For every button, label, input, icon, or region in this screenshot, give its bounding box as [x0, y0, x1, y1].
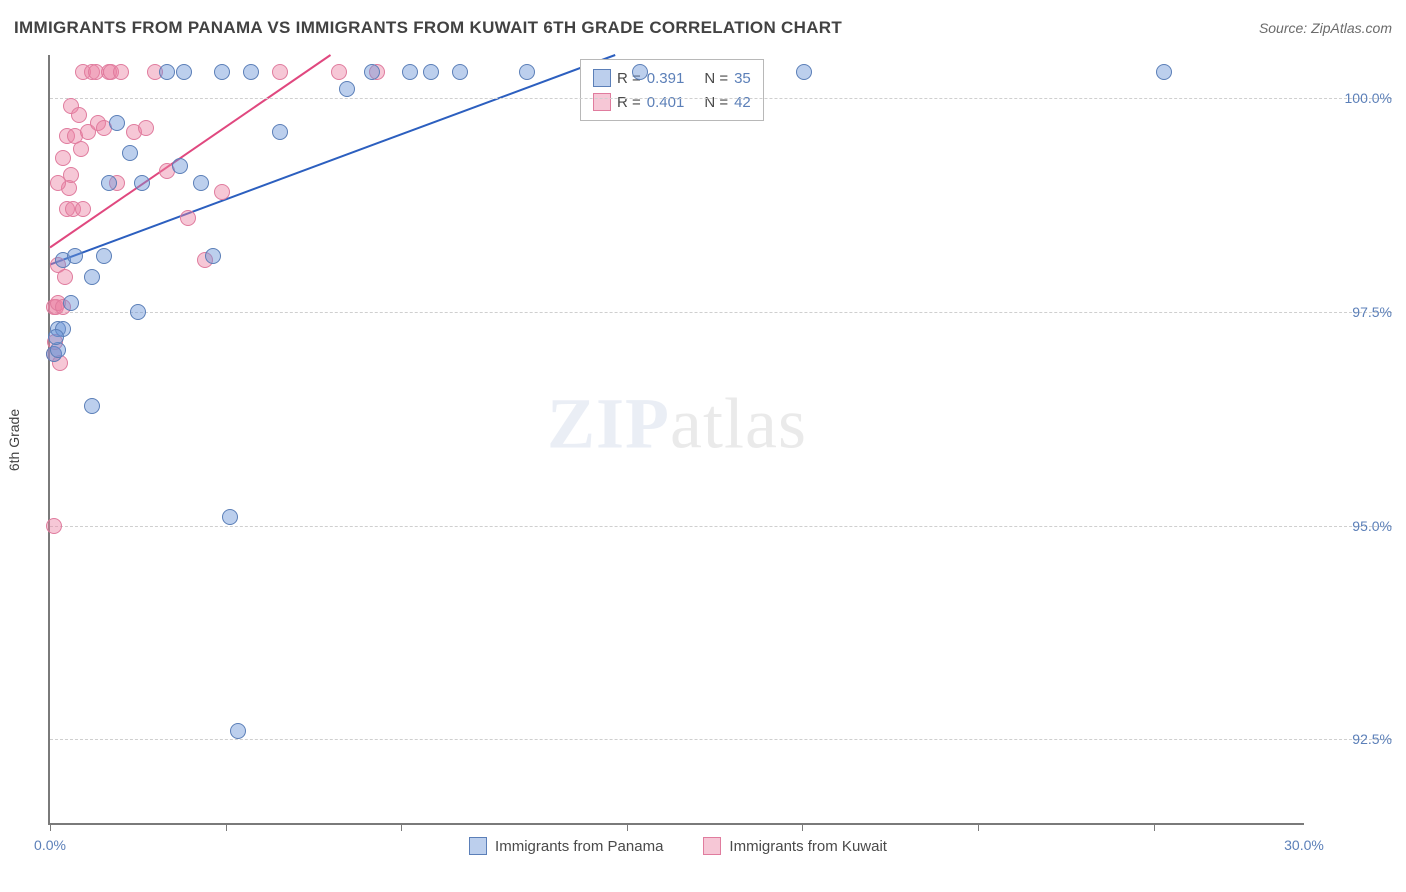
- series-legend-kuwait: Immigrants from Kuwait: [703, 837, 887, 855]
- swatch-kuwait: [593, 93, 611, 111]
- data-point: [180, 210, 196, 226]
- data-point: [193, 175, 209, 191]
- y-tick-label: 92.5%: [1312, 731, 1392, 747]
- data-point: [134, 175, 150, 191]
- legend-r-value: 0.391: [647, 70, 685, 87]
- data-point: [57, 269, 73, 285]
- trend-line: [50, 55, 615, 265]
- x-tick: [50, 823, 51, 831]
- trend-lines: [50, 55, 1306, 825]
- grid-line: [50, 526, 1392, 527]
- source-attribution: Source: ZipAtlas.com: [1259, 20, 1392, 36]
- chart-container: 6th Grade ZIPatlas R = 0.391 N = 35 R = …: [48, 55, 1392, 825]
- data-point: [130, 304, 146, 320]
- data-point: [172, 158, 188, 174]
- y-tick-label: 95.0%: [1312, 518, 1392, 534]
- legend-row-kuwait: R = 0.401 N = 42: [593, 90, 751, 114]
- data-point: [423, 64, 439, 80]
- plot-area: ZIPatlas R = 0.391 N = 35 R = 0.401 N = …: [48, 55, 1304, 825]
- data-point: [75, 201, 91, 217]
- data-point: [101, 175, 117, 191]
- chart-header: IMMIGRANTS FROM PANAMA VS IMMIGRANTS FRO…: [14, 18, 1392, 38]
- x-tick: [226, 823, 227, 831]
- chart-title: IMMIGRANTS FROM PANAMA VS IMMIGRANTS FRO…: [14, 18, 842, 38]
- data-point: [1156, 64, 1172, 80]
- data-point: [84, 398, 100, 414]
- data-point: [796, 64, 812, 80]
- data-point: [63, 167, 79, 183]
- data-point: [50, 175, 66, 191]
- data-point: [109, 115, 125, 131]
- data-point: [222, 509, 238, 525]
- grid-line: [50, 739, 1392, 740]
- data-point: [632, 64, 648, 80]
- data-point: [113, 64, 129, 80]
- data-point: [331, 64, 347, 80]
- data-point: [48, 329, 64, 345]
- data-point: [159, 64, 175, 80]
- grid-line: [50, 312, 1392, 313]
- data-point: [452, 64, 468, 80]
- data-point: [205, 248, 221, 264]
- series-legend: Immigrants from Panama Immigrants from K…: [50, 837, 1306, 855]
- legend-n-value: 42: [734, 94, 751, 111]
- data-point: [67, 248, 83, 264]
- legend-r-value: 0.401: [647, 94, 685, 111]
- grid-line: [50, 98, 1392, 99]
- x-tick: [802, 823, 803, 831]
- data-point: [243, 64, 259, 80]
- data-point: [71, 107, 87, 123]
- x-tick: [627, 823, 628, 831]
- swatch-panama: [469, 837, 487, 855]
- data-point: [230, 723, 246, 739]
- data-point: [96, 248, 112, 264]
- y-tick-label: 97.5%: [1312, 304, 1392, 320]
- data-point: [55, 150, 71, 166]
- data-point: [272, 124, 288, 140]
- legend-row-panama: R = 0.391 N = 35: [593, 66, 751, 90]
- data-point: [519, 64, 535, 80]
- data-point: [272, 64, 288, 80]
- data-point: [46, 518, 62, 534]
- data-point: [214, 184, 230, 200]
- legend-r-label: R =: [617, 94, 641, 111]
- legend-n-value: 35: [734, 70, 751, 87]
- data-point: [138, 120, 154, 136]
- series-name: Immigrants from Kuwait: [729, 838, 887, 855]
- legend-n-label: N =: [704, 70, 728, 87]
- y-tick-label: 100.0%: [1312, 90, 1392, 106]
- correlation-legend: R = 0.391 N = 35 R = 0.401 N = 42: [580, 59, 764, 121]
- data-point: [84, 269, 100, 285]
- data-point: [63, 295, 79, 311]
- data-point: [176, 64, 192, 80]
- data-point: [339, 81, 355, 97]
- watermark-part2: atlas: [670, 383, 807, 463]
- swatch-panama: [593, 69, 611, 87]
- data-point: [122, 145, 138, 161]
- series-name: Immigrants from Panama: [495, 838, 663, 855]
- data-point: [364, 64, 380, 80]
- watermark-part1: ZIP: [547, 383, 670, 463]
- x-tick: [1154, 823, 1155, 831]
- x-tick: [401, 823, 402, 831]
- watermark: ZIPatlas: [547, 382, 807, 465]
- data-point: [402, 64, 418, 80]
- swatch-kuwait: [703, 837, 721, 855]
- x-tick: [978, 823, 979, 831]
- data-point: [214, 64, 230, 80]
- series-legend-panama: Immigrants from Panama: [469, 837, 663, 855]
- data-point: [73, 141, 89, 157]
- y-axis-label: 6th Grade: [6, 409, 22, 471]
- legend-n-label: N =: [704, 94, 728, 111]
